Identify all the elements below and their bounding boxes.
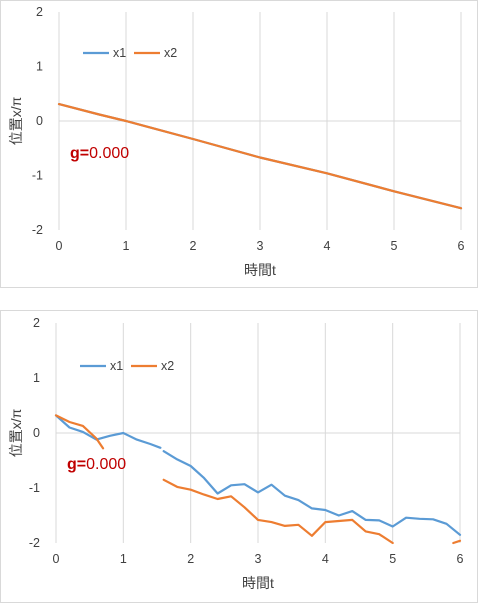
x-tick-label: 5 — [389, 552, 396, 566]
x-tick-label: 1 — [123, 239, 130, 253]
x-tick-label: 2 — [190, 239, 197, 253]
g-value-annotation: g=0.000 — [70, 145, 129, 162]
chart-panel-bottom: 0 1 2 3 4 5 6 2 1 0 -1 -2 時間t 位置x/π x1 x2 g=0.000 — [0, 310, 478, 603]
y-axis-title: 位置x/π — [8, 408, 24, 457]
y-tick-label: 2 — [36, 5, 43, 19]
series-x1-line — [162, 450, 462, 536]
g-prefix: g= — [67, 456, 86, 473]
chart-top-svg: 0 1 2 3 4 5 6 2 1 0 -1 -2 時間t 位置x/π x1 x2 g=0.000 — [8, 5, 465, 278]
legend-label-x1: x1 — [113, 46, 126, 60]
y-tick-label: -2 — [32, 223, 43, 237]
x-tick-label: 0 — [56, 239, 63, 253]
x-tick-label: 4 — [324, 239, 331, 253]
x-axis-title: 時間t — [242, 575, 274, 591]
x-tick-label: 3 — [255, 552, 262, 566]
y-tick-label: 1 — [36, 60, 43, 74]
g-prefix: g= — [70, 145, 89, 162]
series-x2-line — [57, 102, 463, 210]
y-tick-label: 2 — [33, 316, 40, 330]
chart-bottom-svg: 0 1 2 3 4 5 6 2 1 0 -1 -2 時間t 位置x/π x1 x2 g=0.000 — [8, 316, 464, 591]
g-value-annotation: g=0.000 — [67, 456, 126, 473]
legend-label-x2: x2 — [164, 46, 177, 60]
g-value: 0.000 — [89, 145, 129, 162]
x-tick-label: 0 — [53, 552, 60, 566]
g-value: 0.000 — [86, 456, 126, 473]
y-axis-title: 位置x/π — [8, 96, 24, 145]
y-tick-label: -2 — [29, 536, 40, 550]
y-tick-label: 0 — [33, 426, 40, 440]
x-tick-label: 2 — [187, 552, 194, 566]
x-tick-label: 6 — [458, 239, 465, 253]
x-tick-label: 4 — [322, 552, 329, 566]
x-tick-label: 1 — [120, 552, 127, 566]
legend-label-x1: x1 — [110, 359, 123, 373]
legend-label-x2: x2 — [161, 359, 174, 373]
x-tick-label: 5 — [391, 239, 398, 253]
series-x2-line — [54, 414, 105, 450]
y-tick-label: 1 — [33, 371, 40, 385]
series-x2-line — [162, 478, 394, 545]
y-tick-label: 0 — [36, 114, 43, 128]
x-tick-label: 3 — [257, 239, 264, 253]
series-x1-line — [54, 414, 162, 449]
y-tick-label: -1 — [29, 481, 40, 495]
legend: x1 x2 — [80, 359, 174, 373]
series-x2-line — [452, 539, 462, 545]
x-tick-label: 6 — [457, 552, 464, 566]
x-axis-title: 時間t — [244, 262, 276, 278]
y-tick-label: -1 — [32, 169, 43, 183]
chart-panel-top: 0 1 2 3 4 5 6 2 1 0 -1 -2 時間t 位置x/π x1 x2 g=0.000 — [0, 0, 478, 288]
legend: x1 x2 — [83, 46, 177, 60]
